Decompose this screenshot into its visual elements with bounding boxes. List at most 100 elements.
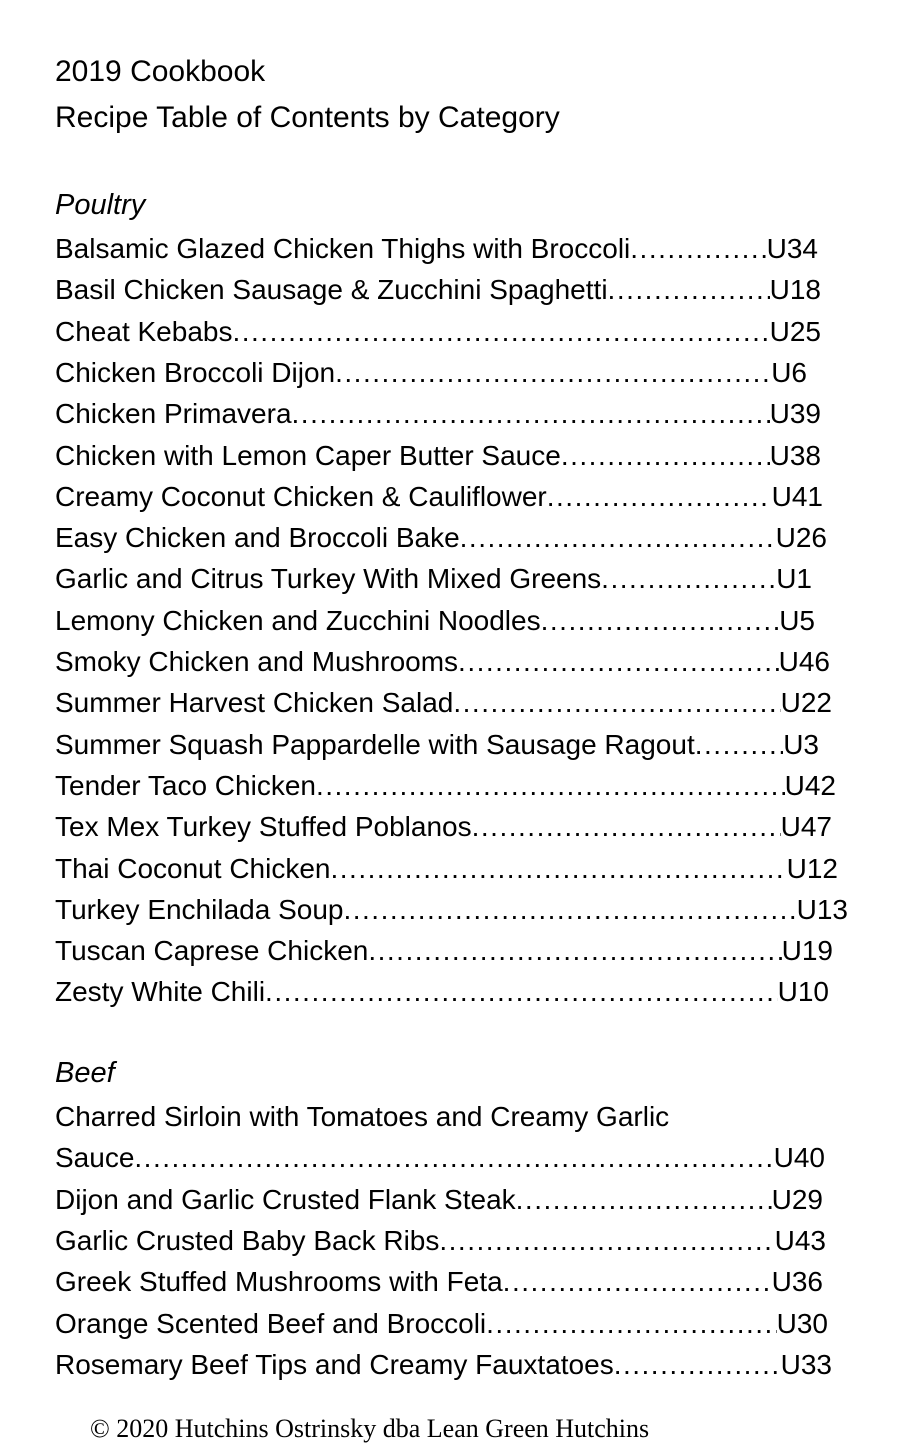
dot-leader: ........................................… [601,563,776,595]
entry-page: U6 [771,356,807,388]
toc-entry: Orange Scented Beef and Broccoli........… [55,1307,828,1341]
entry-page: U46 [778,646,830,677]
entry-title: Chicken Primavera [55,398,292,430]
entry-title: Dijon and Garlic Crusted Flank Steak [55,1183,516,1215]
dot-leader: ........................................… [607,274,770,306]
entry-page: U34 [766,233,818,264]
toc-entry: Thai Coconut Chicken....................… [55,852,838,886]
dot-leader: ........................................… [368,935,782,967]
entry-page: U22 [780,687,832,719]
dot-leader: ........................................… [291,398,770,430]
entry-title: Tex Mex Turkey Stuffed Poblanos [55,811,472,843]
dot-leader: ........................................… [471,811,781,843]
toc-entry: Garlic and Citrus Turkey With Mixed Gree… [55,562,812,596]
entry-title: Summer Squash Pappardelle with Sausage R… [55,728,695,760]
section-heading-beef: Beef [55,1057,115,1089]
entry-title: Tender Taco Chicken [55,769,316,801]
toc-entry: Lemony Chicken and Zucchini Noodles.....… [55,604,815,638]
entry-title: Balsamic Glazed Chicken Thighs with Broc… [55,233,631,264]
dot-leader: ........................................… [502,1266,772,1298]
dot-leader: ........................................… [343,893,796,925]
entry-page: U13 [796,893,848,925]
toc-entry: Zesty White Chili.......................… [55,975,829,1009]
section-heading-poultry: Poultry [55,189,146,221]
dot-leader: ........................................… [335,356,772,388]
dot-leader: ........................................… [458,646,779,677]
entry-page: U25 [769,315,821,347]
document-title: 2019 Cookbook [55,55,266,88]
entry-title: Cheat Kebabs [55,315,233,347]
toc-entry: Balsamic Glazed Chicken Thighs with Broc… [55,232,818,266]
entry-title: Zesty White Chili [55,976,266,1008]
entry-title: Garlic and Citrus Turkey With Mixed Gree… [55,563,602,595]
entry-title: Chicken Broccoli Dijon [55,356,336,388]
entry-page: U19 [781,935,833,967]
toc-entry: Sauce...................................… [55,1141,825,1175]
entry-page: U10 [777,976,829,1008]
dot-leader: ........................................… [232,315,770,347]
toc-entry: Dijon and Garlic Crusted Flank Steak....… [55,1183,823,1217]
dot-leader: ........................................… [265,976,778,1008]
entry-page: U36 [771,1266,823,1298]
toc-entry: Basil Chicken Sausage & Zucchini Spaghet… [55,273,821,307]
dot-leader: ........................................… [560,439,770,471]
entry-title: Smoky Chicken and Mushrooms [55,646,459,677]
entry-page: U1 [776,563,812,595]
copyright-footer: © 2020 Hutchins Ostrinsky dba Lean Green… [90,1414,650,1443]
toc-entry: Cheat Kebabs............................… [55,315,821,349]
entry-page: U42 [784,769,836,801]
entry-title: Garlic Crusted Baby Back Ribs [55,1224,440,1256]
entry-page: U12 [786,852,838,884]
toc-entry: Creamy Coconut Chicken & Cauliflower....… [55,480,823,514]
entry-title: Easy Chicken and Broccoli Bake [55,522,460,554]
dot-leader: ........................................… [330,852,786,884]
entry-title: Sauce [55,1142,135,1174]
dot-leader: ........................................… [459,522,776,554]
entry-page: U38 [769,439,821,471]
entry-title: Orange Scented Beef and Broccoli [55,1307,487,1339]
dot-leader: ........................................… [613,1348,781,1380]
entry-title: Creamy Coconut Chicken & Cauliflower [55,480,547,512]
entry-page: U41 [771,480,823,512]
toc-entry: Rosemary Beef Tips and Creamy Fauxtatoes… [55,1348,832,1382]
dot-leader: ........................................… [486,1307,776,1339]
toc-entry: Tex Mex Turkey Stuffed Poblanos.........… [55,810,832,844]
entry-page: U26 [775,522,827,554]
entry-title: Tuscan Caprese Chicken [55,935,369,967]
dot-leader: ........................................… [315,769,785,801]
entry-title: Rosemary Beef Tips and Creamy Fauxtatoes [55,1348,614,1380]
toc-entry: Garlic Crusted Baby Back Ribs...........… [55,1224,826,1258]
dot-leader: ........................................… [134,1142,774,1174]
dot-leader: ........................................… [540,604,780,636]
dot-leader: ........................................… [439,1224,774,1256]
toc-entry: Chicken Broccoli Dijon..................… [55,356,807,390]
dot-leader: ........................................… [630,233,767,264]
dot-leader: ........................................… [546,480,772,512]
entry-title: Charred Sirloin with Tomatoes and Creamy… [55,1101,670,1132]
entry-title: Lemony Chicken and Zucchini Noodles [55,604,541,636]
toc-entry: Turkey Enchilada Soup...................… [55,893,848,927]
entry-title: Greek Stuffed Mushrooms with Feta [55,1266,503,1298]
dot-leader: ........................................… [515,1183,772,1215]
toc-entry: Tender Taco Chicken.....................… [55,769,836,803]
entry-page: U5 [779,604,815,636]
entry-title: Turkey Enchilada Soup [55,893,344,925]
entry-page: U39 [769,398,821,430]
toc-entry: Chicken with Lemon Caper Butter Sauce...… [55,439,821,473]
toc-entry: Smoky Chicken and Mushrooms.............… [55,645,830,679]
dot-leader: ........................................… [694,728,783,760]
entry-title: Chicken with Lemon Caper Butter Sauce [55,439,561,471]
toc-entry: Summer Squash Pappardelle with Sausage R… [55,728,819,762]
entry-page: U18 [769,274,821,306]
entry-title: Summer Harvest Chicken Salad [55,687,454,719]
toc-entry: Easy Chicken and Broccoli Bake..........… [55,521,827,555]
entry-page: U43 [774,1224,826,1256]
document-subtitle: Recipe Table of Contents by Category [55,101,560,134]
dot-leader: ........................................… [453,687,780,719]
toc-entry: Chicken Primavera.......................… [55,397,821,431]
entry-page: U40 [773,1142,825,1174]
entry-page: U30 [776,1307,828,1339]
entry-page: U47 [780,811,832,843]
toc-entry: Summer Harvest Chicken Salad............… [55,686,832,720]
entry-title: Basil Chicken Sausage & Zucchini Spaghet… [55,274,608,306]
